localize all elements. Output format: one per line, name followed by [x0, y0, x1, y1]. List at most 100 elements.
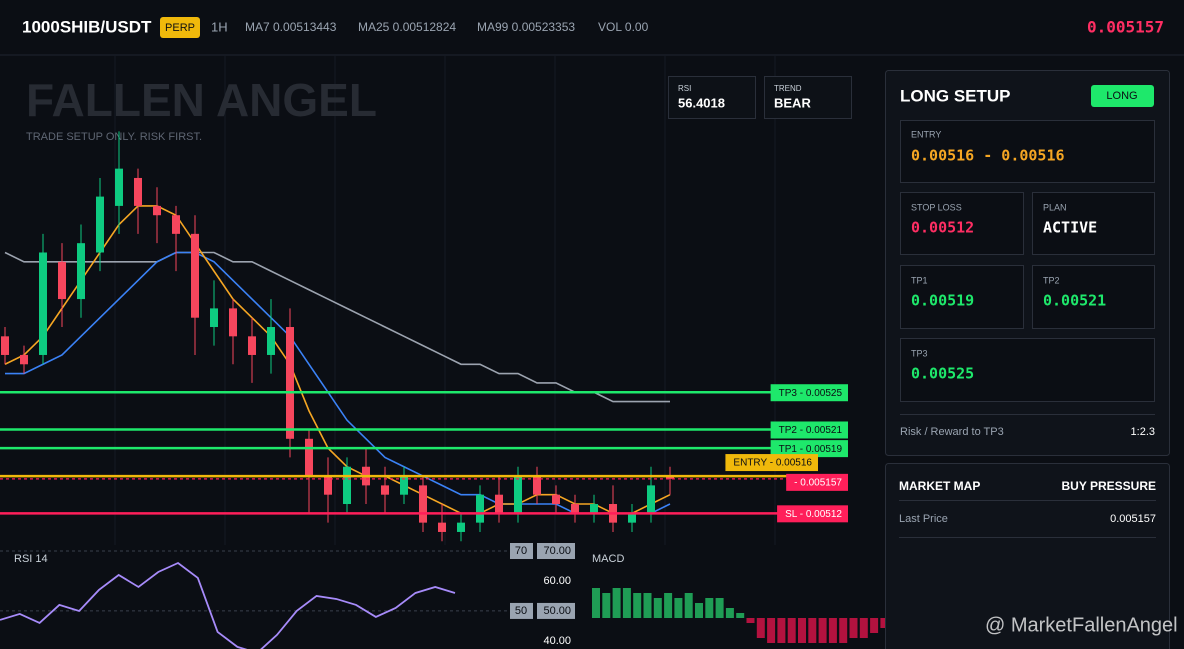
entry-label: ENTRY	[911, 129, 941, 139]
candle-body	[210, 308, 218, 328]
moving-average	[5, 251, 671, 515]
macd-bar	[828, 618, 837, 643]
candle-body	[77, 243, 85, 300]
marker-label: 50	[515, 605, 527, 617]
macd-bar	[602, 593, 611, 618]
candle-body	[248, 336, 256, 355]
price-chart: TP3 - 0.00525 TP2 - 0.00521 TP1 - 0.00519 E…	[0, 131, 848, 542]
candle-body	[172, 215, 180, 234]
macd-bar	[643, 593, 652, 618]
plan-label: PLAN	[1043, 202, 1067, 212]
plan-value: ACTIVE	[1043, 219, 1097, 237]
candle-body	[571, 504, 579, 514]
moving-average	[4, 251, 670, 403]
plan-card	[1032, 192, 1155, 255]
macd-bar	[818, 618, 827, 643]
rr-value: 1:2.3	[1131, 426, 1155, 438]
marker-box	[510, 602, 533, 619]
tick-box	[537, 602, 575, 619]
macd-bar	[787, 618, 796, 643]
candle-body	[58, 261, 66, 300]
macd-bar	[664, 593, 673, 618]
macd-bar	[777, 618, 786, 643]
candle-body	[134, 177, 142, 206]
candle-body	[552, 494, 560, 505]
macd-bar	[684, 593, 693, 618]
tp2-value: 0.00521	[1043, 292, 1106, 310]
level-tag	[725, 454, 818, 472]
timeframe[interactable]: 1H	[211, 19, 228, 34]
candle-body	[400, 476, 408, 495]
y-tick-label: 70.00	[543, 545, 571, 557]
symbol: 1000SHIB/USDT	[22, 17, 152, 36]
last-price-label: Last Price	[899, 513, 948, 525]
rsi-label: RSI	[678, 84, 691, 93]
last-price: 0.005157	[1087, 18, 1164, 37]
footer-watermark: @ MarketFallenAngel	[985, 614, 1178, 636]
candle-body	[267, 327, 275, 355]
candle-body	[343, 466, 351, 505]
perp-badge	[160, 17, 200, 38]
macd-bar	[870, 618, 879, 633]
tick-box	[537, 542, 575, 559]
market-map-panel	[885, 463, 1170, 649]
level-tag	[770, 421, 848, 439]
rsi-value: 56.4018	[678, 95, 725, 110]
stop-label: STOP LOSS	[911, 202, 962, 212]
candle-body	[115, 168, 123, 206]
macd-bar	[612, 588, 621, 618]
macd-bar	[880, 618, 889, 628]
entry-card	[900, 120, 1155, 183]
candle-body	[286, 327, 294, 439]
watermark-subtitle: TRADE SETUP ONLY. RISK FIRST.	[26, 131, 202, 143]
ma7-value: MA7 0.00513443	[245, 20, 337, 34]
long-badge-text: LONG	[1106, 90, 1137, 102]
candle-body	[191, 233, 199, 318]
setup-title: LONG SETUP	[900, 86, 1011, 105]
level-label: TP1 - 0.00519	[779, 444, 843, 455]
tp2-label: TP2	[1043, 275, 1060, 285]
macd-bar	[746, 618, 755, 623]
trend-label: TREND	[774, 84, 802, 93]
chart-grid	[114, 56, 776, 545]
indicator-panel	[0, 545, 885, 649]
tp3-label: TP3	[911, 348, 928, 358]
macd-bar	[808, 618, 817, 643]
macd-bar	[622, 588, 631, 618]
tp3-value: 0.00525	[911, 365, 974, 383]
candle-body	[96, 196, 104, 253]
candle-body	[381, 485, 389, 495]
marker-label: 70	[515, 545, 527, 557]
level-tag	[770, 384, 848, 402]
candle-body	[590, 504, 598, 514]
level-tag	[786, 473, 848, 491]
tp1-label: TP1	[911, 275, 928, 285]
long-badge	[1091, 85, 1154, 107]
macd-bar	[633, 593, 642, 618]
y-tick-label: 40.00	[543, 635, 571, 647]
candle-body	[229, 308, 237, 337]
candle-body	[153, 205, 161, 216]
rsi-line	[0, 561, 456, 649]
candle-body	[476, 494, 484, 523]
ma25-value: MA25 0.00512824	[358, 20, 456, 34]
perp-badge-text: PERP	[165, 22, 195, 34]
macd-bar	[756, 618, 765, 638]
level-label: TP2 - 0.00521	[779, 425, 843, 436]
tp1-card	[900, 265, 1024, 329]
macd-bar	[592, 588, 600, 618]
trend-value: BEAR	[774, 95, 811, 110]
tp2-card	[1032, 265, 1155, 329]
level-label: SL - 0.00512	[785, 509, 842, 520]
candle-body	[514, 476, 522, 514]
candle-body	[438, 522, 446, 532]
candle-body	[324, 476, 332, 495]
candle-body	[647, 485, 655, 514]
macd-bar	[798, 618, 806, 643]
y-tick-label: 60.00	[543, 575, 571, 587]
macd-bar	[725, 608, 734, 618]
macd-bar	[736, 613, 745, 618]
candle-body	[1, 336, 9, 355]
entry-value: 0.00516 - 0.00516	[911, 147, 1065, 165]
